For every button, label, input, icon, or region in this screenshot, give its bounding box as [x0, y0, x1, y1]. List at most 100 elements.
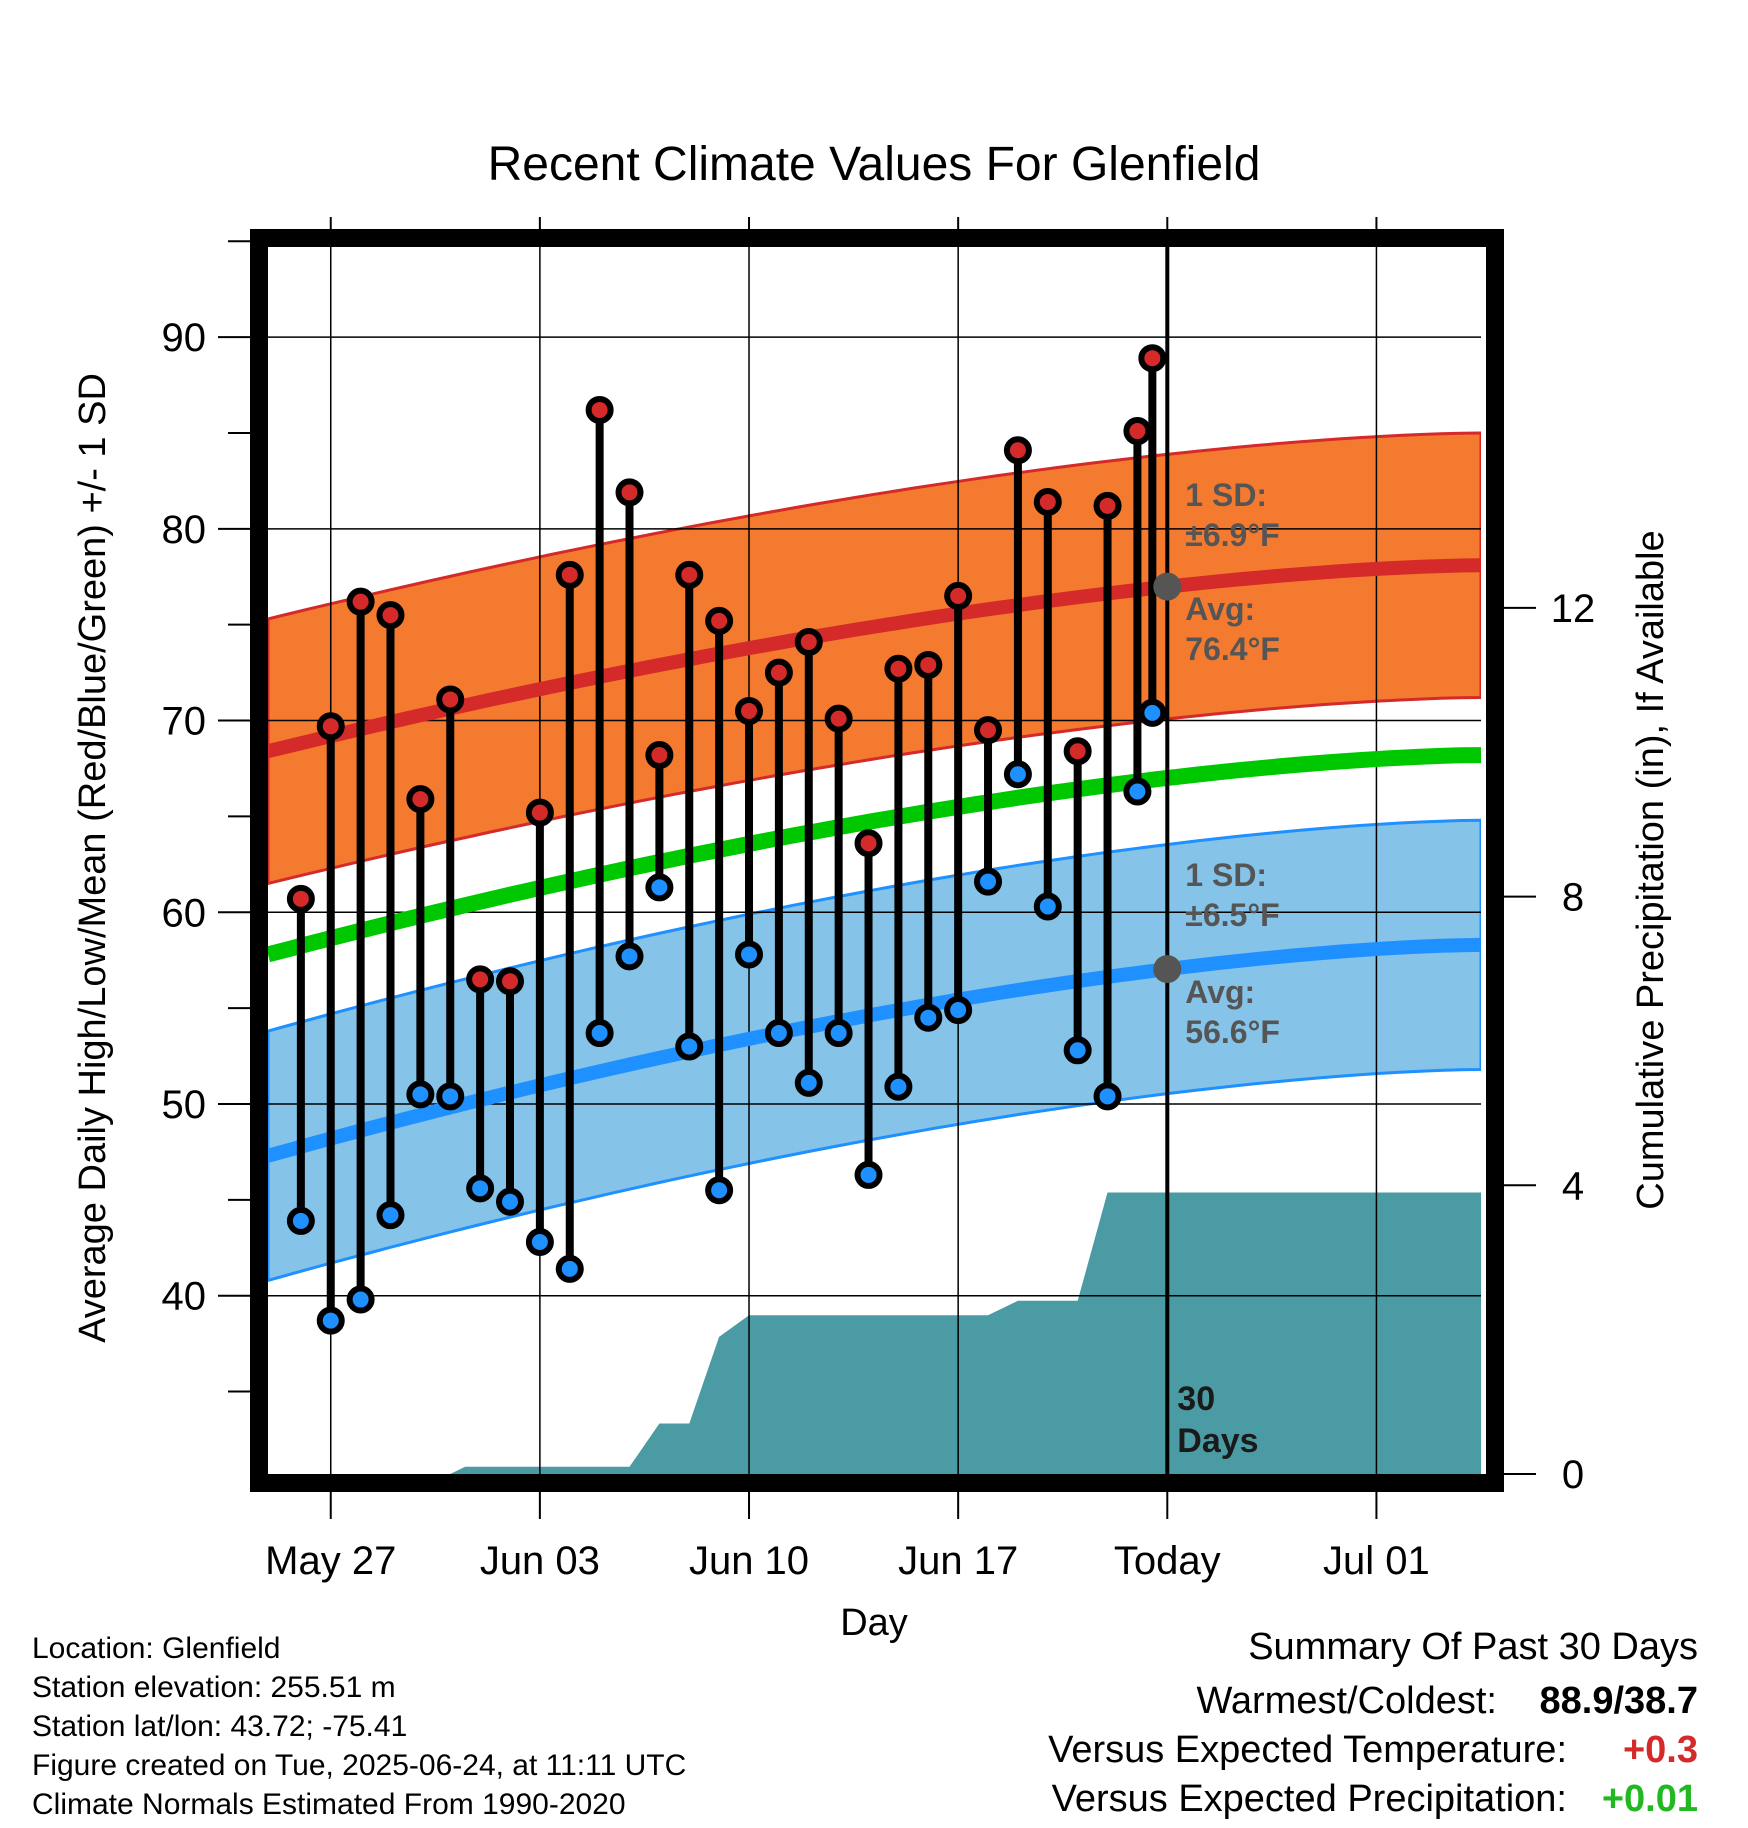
x-tick-label: Jun 10 — [689, 1539, 809, 1583]
observed-low-dot — [406, 1080, 435, 1109]
info-created: Figure created on Tue, 2025-06-24, at 11… — [32, 1749, 686, 1782]
observed-high-dot — [1093, 491, 1122, 520]
observed-high-dot — [406, 785, 435, 814]
y-tick-label: 50 — [162, 1083, 207, 1127]
y2-tick-label: 0 — [1562, 1453, 1584, 1497]
y-tick-label: 70 — [162, 700, 207, 744]
observed-low-dot — [436, 1082, 465, 1111]
low-sd-value: ±6.5°F — [1185, 897, 1279, 933]
observed-low-dot — [794, 1068, 823, 1097]
info-latlon: Station lat/lon: 43.72; -75.41 — [32, 1710, 407, 1743]
y2-axis-title: Cumulative Precipitation (in), If Availa… — [1630, 530, 1672, 1209]
summary-precip-label: Versus Expected Precipitation: — [1052, 1778, 1567, 1820]
observed-low-dot — [1003, 760, 1032, 789]
observed-high-dot — [974, 716, 1003, 745]
observed-high-dot — [436, 685, 465, 714]
y2-tick-label: 12 — [1551, 587, 1596, 631]
observed-high-dot — [346, 587, 375, 616]
observed-high-dot — [1138, 344, 1167, 373]
normal-low-line — [268, 937, 1481, 1163]
observed-low-dot — [466, 1174, 495, 1203]
observed-low-dot — [824, 1019, 853, 1048]
observed-high-dot — [585, 395, 614, 424]
observed-low-dot — [974, 867, 1003, 896]
low-avg-label: Avg: — [1185, 974, 1255, 1010]
low-avg-value: 56.6°F — [1185, 1014, 1280, 1050]
observed-low-dot — [1093, 1082, 1122, 1111]
observed-low-dot — [376, 1201, 405, 1230]
observed-low-dot — [705, 1176, 734, 1205]
observed-high-dot — [735, 696, 764, 725]
plot-frame — [250, 229, 1504, 1492]
observed-low-dot — [525, 1228, 554, 1257]
x-tick-label: Jul 01 — [1323, 1539, 1430, 1583]
x-tick-label: Jun 17 — [898, 1539, 1018, 1583]
summary-title: Summary Of Past 30 Days — [1248, 1626, 1698, 1668]
station-info: Location: Glenfield Station elevation: 2… — [32, 1632, 686, 1821]
days-word-label: Days — [1177, 1422, 1258, 1460]
info-normals: Climate Normals Estimated From 1990-2020 — [32, 1788, 626, 1821]
summary-temp-value: +0.3 — [1623, 1729, 1698, 1771]
observed-high-dot — [496, 967, 525, 996]
today-low-avg-marker — [1153, 955, 1182, 984]
observed-low-dot — [735, 940, 764, 969]
summary-precip-value: +0.01 — [1602, 1778, 1698, 1820]
summary-panel: Summary Of Past 30 Days Warmest/Coldest:… — [1048, 1626, 1698, 1820]
observed-high-dot — [1123, 417, 1152, 446]
precip-area — [268, 1192, 1481, 1474]
y-tick-label: 40 — [162, 1275, 207, 1319]
high-sd-label: 1 SD: — [1185, 477, 1267, 513]
high-avg-value: 76.4°F — [1185, 631, 1280, 667]
low-sd-label: 1 SD: — [1185, 857, 1267, 893]
observed-low-dot — [615, 942, 644, 971]
observed-low-dot — [346, 1285, 375, 1314]
observed-high-dot — [884, 654, 913, 683]
observed-high-dot — [286, 884, 315, 913]
observed-high-dot — [705, 606, 734, 635]
observed-low-dot — [645, 873, 674, 902]
normal-mean-line — [268, 747, 1481, 963]
observed-low-dot — [1123, 777, 1152, 806]
observed-high-dot — [376, 601, 405, 630]
high-sd-value: ±6.9°F — [1185, 517, 1279, 553]
summary-warm-cold-value: 88.9/38.7 — [1540, 1680, 1698, 1722]
observed-low-dot — [1063, 1036, 1092, 1065]
observed-low-dot — [1033, 892, 1062, 921]
observed-low-dot — [914, 1003, 943, 1032]
observed-low-dot — [496, 1187, 525, 1216]
observed-high-dot — [854, 829, 883, 858]
observed-high-dot — [675, 560, 704, 589]
observed-high-dot — [764, 658, 793, 687]
observed-high-dot — [555, 560, 584, 589]
observed-low-dot — [675, 1032, 704, 1061]
observed-low-dot — [555, 1254, 584, 1283]
x-tick-label: May 27 — [265, 1539, 396, 1583]
chart-title: Recent Climate Values For Glenfield — [488, 138, 1261, 191]
observed-high-dot — [794, 627, 823, 656]
observed-high-dot — [645, 741, 674, 770]
observed-low-dot — [764, 1019, 793, 1048]
summary-warm-cold-label: Warmest/Coldest: — [1196, 1680, 1497, 1722]
observed-low-dot — [1138, 698, 1167, 727]
x-tick-label: Today — [1114, 1539, 1221, 1583]
observed-high-dot — [1003, 436, 1032, 465]
observed-high-dot — [914, 650, 943, 679]
y-tick-label: 80 — [162, 508, 207, 552]
plot-area: 1 SD: ±6.9°F Avg: 76.4°F 1 SD: ±6.5°F Avg: 56.6… — [162, 217, 1596, 1583]
days-count-label: 30 — [1177, 1380, 1215, 1418]
y2-tick-label: 4 — [1562, 1164, 1584, 1208]
x-axis-title: Day — [840, 1602, 908, 1644]
observed-low-dot — [944, 996, 973, 1025]
summary-temp-label: Versus Expected Temperature: — [1048, 1729, 1567, 1771]
observed-low-dot — [316, 1306, 345, 1335]
observed-high-dot — [615, 478, 644, 507]
info-elevation: Station elevation: 255.51 m — [32, 1671, 396, 1704]
observed-high-dot — [944, 581, 973, 610]
observed-low-dot — [585, 1019, 614, 1048]
observed-high-dot — [316, 712, 345, 741]
info-location: Location: Glenfield — [32, 1632, 281, 1665]
y-tick-label: 90 — [162, 316, 207, 360]
observed-high-dot — [525, 798, 554, 827]
y-axis-title: Average Daily High/Low/Mean (Red/Blue/Gr… — [72, 373, 114, 1343]
